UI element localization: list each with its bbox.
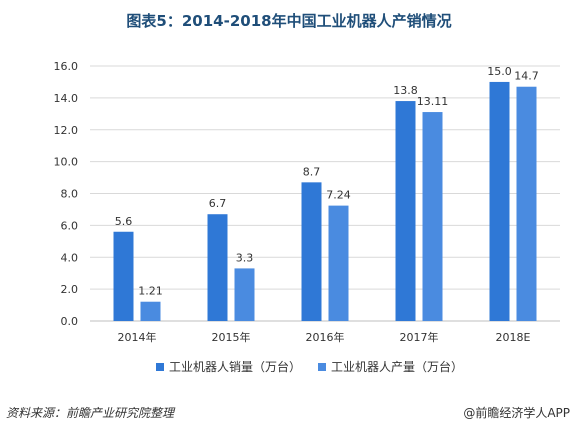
- legend-label: 工业机器人产量（万台）: [331, 359, 463, 374]
- y-tick-label: 6.0: [61, 219, 79, 232]
- y-tick-label: 2.0: [61, 283, 79, 296]
- data-label: 8.7: [303, 165, 321, 178]
- source-note: 资料来源：前瞻产业研究院整理: [6, 406, 175, 420]
- x-tick-label: 2015年: [212, 330, 251, 344]
- bar: [113, 231, 134, 321]
- data-label: 6.7: [209, 197, 227, 210]
- y-tick-label: 14.0: [54, 92, 79, 105]
- data-label: 13.8: [393, 84, 418, 97]
- y-tick-label: 4.0: [61, 251, 79, 264]
- bar: [395, 101, 416, 321]
- data-label: 1.21: [138, 285, 163, 298]
- legend-label: 工业机器人销量（万台）: [169, 359, 301, 374]
- legend-swatch: [318, 363, 326, 371]
- y-tick-label: 10.0: [54, 156, 79, 169]
- data-label: 5.6: [115, 215, 133, 228]
- data-label: 7.24: [326, 189, 351, 202]
- bar: [140, 301, 161, 321]
- bar: [234, 268, 255, 321]
- x-tick-label: 2016年: [306, 330, 345, 344]
- data-label: 13.11: [417, 95, 449, 108]
- y-tick-label: 0.0: [61, 315, 79, 328]
- x-tick-label: 2014年: [118, 330, 157, 344]
- bar: [328, 205, 349, 321]
- data-label: 3.3: [236, 251, 254, 264]
- x-tick-label: 2018E: [496, 331, 531, 344]
- y-tick-label: 16.0: [54, 60, 79, 73]
- bar: [301, 182, 322, 321]
- y-tick-label: 8.0: [61, 188, 79, 201]
- y-tick-label: 12.0: [54, 124, 79, 137]
- bar: [516, 86, 537, 321]
- bar: [207, 214, 228, 321]
- x-tick-label: 2017年: [400, 330, 439, 344]
- bar: [489, 81, 510, 321]
- data-label: 14.7: [514, 70, 539, 83]
- data-label: 15.0: [487, 65, 512, 78]
- bar: [422, 112, 443, 321]
- legend-swatch: [156, 363, 164, 371]
- brand-credit: @前瞻经济学人APP: [463, 406, 570, 420]
- chart-title: 图表5：2014-2018年中国工业机器人产销情况: [126, 12, 452, 30]
